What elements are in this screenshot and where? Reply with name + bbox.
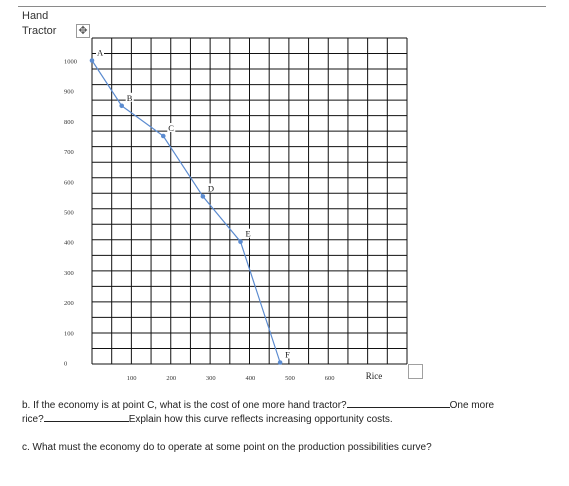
question-b-explain: Explain how this curve reflects increasi… xyxy=(128,414,393,425)
ppc-point-e xyxy=(238,239,243,244)
ppc-point-b xyxy=(119,103,124,109)
ppc-curve-line xyxy=(91,60,281,363)
answer-blank-2[interactable] xyxy=(43,411,129,422)
point-label-f: F xyxy=(285,350,290,360)
x-tick-label: 200 xyxy=(166,375,176,382)
point-label-background xyxy=(206,183,215,193)
point-label-c: C xyxy=(168,123,174,133)
x-tick-label: 300 xyxy=(206,375,216,382)
x-tick-label: 500 xyxy=(285,375,295,382)
point-label-background xyxy=(244,228,253,238)
question-b-line2: rice? Explain how this curve reflects inc… xyxy=(22,411,393,427)
y-tick-label: 200 xyxy=(64,300,74,307)
x-tick-label: 600 xyxy=(325,375,335,382)
question-c: c. What must the economy do to operate a… xyxy=(22,442,432,453)
resize-handle-icon[interactable] xyxy=(408,364,423,379)
question-b-rice: rice? xyxy=(22,414,44,425)
y-tick-label: 800 xyxy=(64,119,74,126)
x-tick-label: 100 xyxy=(127,375,137,382)
point-label-background xyxy=(125,92,134,102)
top-rule xyxy=(18,6,546,7)
y-tick-label: 0 xyxy=(64,361,67,368)
ppc-point-c xyxy=(160,133,166,139)
point-label-a: A xyxy=(97,48,104,58)
y-tick-label: 300 xyxy=(64,270,74,277)
ppc-point-d xyxy=(200,194,206,199)
ppc-point-a xyxy=(89,58,95,63)
question-b-line1: b. If the economy is at point C, what is… xyxy=(22,397,494,413)
y-tick-label: 500 xyxy=(64,210,74,217)
answer-blank-1[interactable] xyxy=(346,397,450,408)
y-tick-label: 100 xyxy=(64,330,74,337)
point-label-b: B xyxy=(127,93,133,103)
point-label-background xyxy=(96,47,104,57)
ppc-point-f xyxy=(277,360,283,365)
point-label-d: D xyxy=(208,183,214,193)
x-axis-label: Rice xyxy=(366,371,383,381)
point-label-e: E xyxy=(246,229,251,239)
question-b-continue: One more xyxy=(449,400,495,411)
y-tick-label: 700 xyxy=(64,149,74,156)
question-b-text: b. If the economy is at point C, what is… xyxy=(22,400,347,411)
point-label-background xyxy=(167,123,176,132)
y-tick-label: 900 xyxy=(64,89,74,96)
chart-grid xyxy=(91,37,408,365)
y-tick-label: 1000 xyxy=(64,59,77,66)
y-tick-label: 600 xyxy=(64,179,74,186)
x-tick-label: 400 xyxy=(246,375,256,382)
x-tick-labels: 100 200 300 400 500 600 xyxy=(127,375,335,382)
y-tick-label: 400 xyxy=(64,240,74,247)
y-axis-label-line1: Hand xyxy=(22,10,49,22)
move-handle-icon[interactable]: ✥ xyxy=(76,24,90,38)
y-axis-label-line2: Tractor xyxy=(22,25,57,37)
ppc-points: A B C D E F xyxy=(89,47,293,365)
point-label-background xyxy=(284,349,293,359)
